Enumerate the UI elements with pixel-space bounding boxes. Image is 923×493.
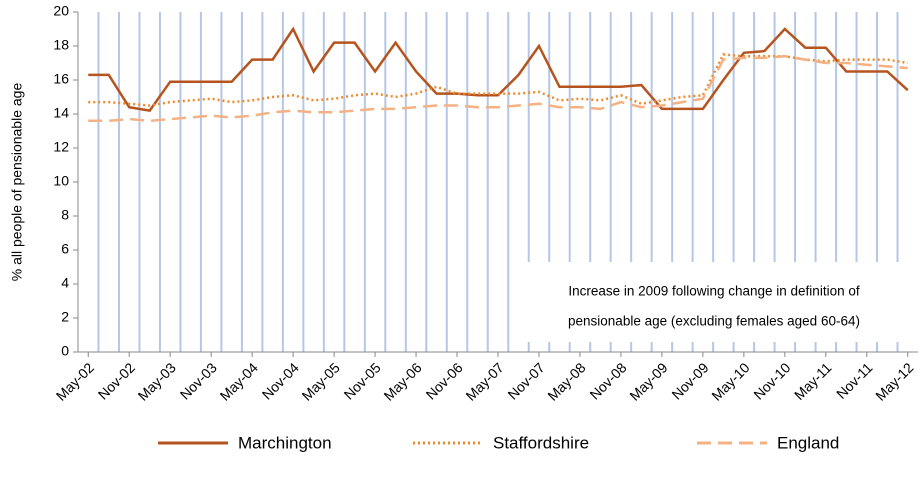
x-tick-label: Nov-08: [586, 359, 629, 402]
y-tick-label: 20: [53, 3, 69, 19]
y-tick-label: 10: [53, 173, 69, 189]
y-tick-label: 12: [53, 139, 69, 155]
y-tick-label: 2: [61, 309, 69, 325]
x-tick-label: Nov-11: [833, 359, 876, 402]
x-tick-label: Nov-06: [423, 359, 466, 402]
x-tick-label: May-02: [53, 359, 97, 403]
annotation: Increase in 2009 following change in def…: [568, 284, 859, 299]
x-tick-label: May-04: [217, 359, 261, 403]
y-axis-title: % all people of pensionable age: [9, 83, 25, 282]
x-tick-label: May-09: [626, 359, 670, 403]
y-tick-label: 8: [61, 207, 69, 223]
x-tick-label: Nov-10: [750, 359, 793, 402]
x-tick-label: Nov-09: [668, 359, 711, 402]
y-tick-label: 6: [61, 241, 69, 257]
series-line: [88, 54, 908, 123]
x-tick-label: Nov-04: [259, 359, 302, 402]
x-tick-label: May-05: [299, 359, 343, 403]
annotation-box: [510, 262, 918, 342]
x-tick-label: May-06: [380, 359, 424, 403]
legend-label: Staffordshire: [493, 433, 589, 452]
x-tick-label: Nov-07: [504, 359, 547, 402]
x-tick-label: May-12: [872, 359, 916, 403]
legend-label: Marchington: [238, 433, 332, 452]
y-tick-label: 18: [53, 37, 69, 53]
y-tick-label: 4: [61, 275, 69, 291]
series-line: [88, 53, 908, 107]
x-tick-label: Nov-03: [177, 359, 220, 402]
legend-label: England: [777, 433, 839, 452]
x-tick-label: May-11: [791, 359, 835, 403]
x-tick-label: May-03: [135, 359, 179, 403]
x-tick-label: Nov-02: [95, 359, 138, 402]
x-tick-label: May-10: [708, 359, 752, 403]
x-tick-label: May-08: [544, 359, 588, 403]
y-tick-label: 0: [61, 343, 69, 359]
y-tick-label: 14: [53, 105, 69, 121]
y-tick-label: 16: [53, 71, 69, 87]
x-tick-label: May-07: [462, 359, 506, 403]
series-line: [88, 26, 909, 112]
x-tick-label: Nov-05: [341, 359, 384, 402]
annotation: pensionable age (excluding females aged …: [568, 314, 860, 329]
